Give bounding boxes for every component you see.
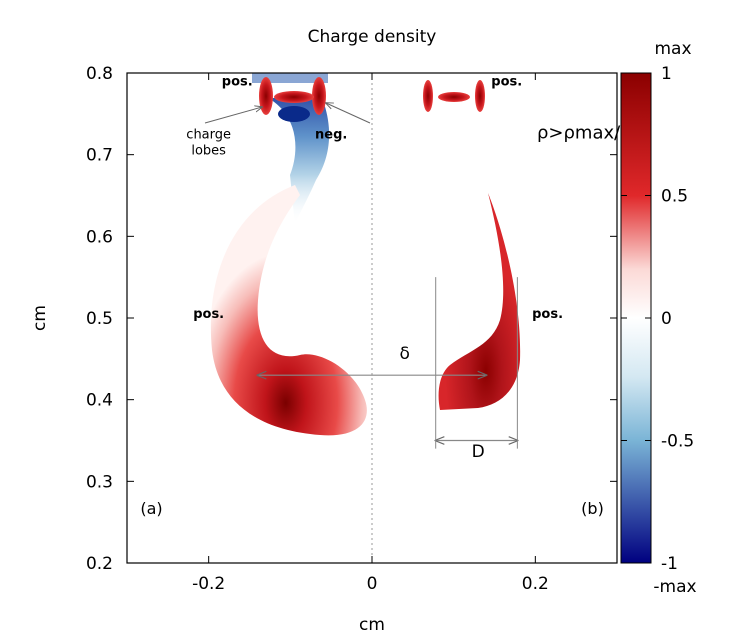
x-axis-label: cm: [359, 615, 385, 635]
y-tick-label: 0.7: [86, 146, 113, 166]
y-tick-label: 0.2: [86, 554, 113, 574]
label-neg-a: neg.: [315, 127, 347, 142]
negative-core-a: [278, 106, 310, 122]
cap-lobe-b-center: [438, 92, 470, 102]
y-tick-label: 0.5: [86, 309, 113, 329]
x-axis: -0.2 0 0.2: [192, 73, 549, 594]
x-tick-label: 0.2: [522, 574, 549, 594]
y-axis-label: cm: [30, 305, 50, 331]
label-delta: δ: [399, 344, 409, 364]
panel-label-a: (a): [140, 499, 162, 518]
cap-lobe-b-left: [423, 80, 433, 112]
cap-lobe-a-right: [312, 77, 326, 115]
y-tick-label: 0.3: [86, 472, 113, 492]
x-tick-label: 0: [367, 574, 378, 594]
y-axis: 0.8 0.7 0.6 0.5 0.4 0.3 0.2: [86, 64, 617, 574]
charge-lobes-arrow-left: [204, 107, 262, 124]
negative-band-a-top: [252, 73, 328, 83]
y-tick-label: 0.6: [86, 227, 113, 247]
colorbar-tick-label: 1: [661, 64, 672, 84]
y-tick-label: 0.8: [86, 64, 113, 84]
negative-lobe-a: [268, 98, 330, 225]
colorbar-min-label: -max: [653, 577, 696, 597]
panel-label-b: (b): [581, 499, 604, 518]
positive-lobe-a: [210, 185, 367, 436]
cap-lobe-b-right: [475, 80, 485, 112]
chart-title: Charge density: [308, 27, 437, 47]
cap-lobe-a-left: [259, 77, 273, 115]
density-field: [210, 73, 521, 436]
label-threshold: ρ>ρmax/2: [537, 122, 632, 143]
charge-lobes-arrow-right: [326, 103, 371, 124]
colorbar-ticks: 1 0.5 0 -0.5 -1: [621, 64, 694, 574]
label-D: D: [472, 442, 485, 462]
y-tick-label: 0.4: [86, 391, 113, 411]
positive-lobe-b: [438, 193, 521, 410]
cap-lobe-a-center: [274, 91, 314, 103]
label-charge-lobes-line1: charge: [186, 127, 231, 142]
colorbar-max-label: max: [654, 39, 691, 59]
label-pos-a-top: pos.: [222, 74, 253, 89]
label-pos-a-left: pos.: [193, 307, 224, 322]
colorbar-tick-label: 0: [661, 309, 672, 329]
label-charge-lobes-line2: lobes: [191, 144, 226, 159]
colorbar-tick-label: -0.5: [661, 432, 694, 452]
colorbar-tick-label: -1: [661, 554, 678, 574]
label-pos-b-right: pos.: [532, 307, 563, 322]
x-tick-label: -0.2: [192, 574, 225, 594]
label-pos-b-top: pos.: [491, 74, 522, 89]
annotations: pos. pos. neg. charge lobes pos. pos. ρ>…: [140, 74, 631, 518]
colorbar-tick-label: 0.5: [661, 187, 688, 207]
